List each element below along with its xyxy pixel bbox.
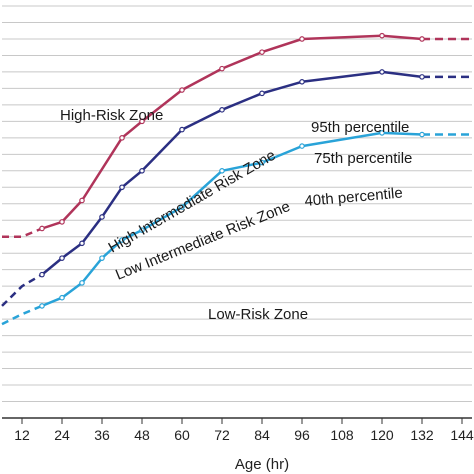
data-point [179, 126, 185, 133]
data-point [419, 36, 425, 42]
low-risk-zone-label: Low-Risk Zone [208, 306, 308, 323]
data-point [139, 118, 145, 125]
data-point [39, 225, 45, 232]
data-point [419, 74, 425, 80]
data-point [79, 280, 85, 286]
series-label-p95: 95th percentile [311, 119, 409, 136]
x-axis-title: Age (hr) [235, 456, 289, 473]
x-tick-label: 96 [294, 427, 310, 443]
percentile-series [1, 32, 472, 326]
data-point [59, 255, 65, 261]
x-axis: 12 24 36 48 60 72 84 96 108 120 132 144 [2, 417, 474, 443]
data-point [139, 227, 145, 233]
grid-lines [2, 5, 472, 403]
series-p40 [1, 130, 472, 326]
x-tick-label: 144 [450, 427, 474, 443]
series-dashed-lead [2, 227, 43, 238]
x-tick-label: 84 [254, 427, 270, 443]
series-label-p75: 75th percentile [314, 150, 412, 167]
series-line [41, 131, 423, 308]
data-point [379, 32, 385, 39]
data-point [259, 90, 265, 97]
x-tick-label: 24 [54, 427, 70, 443]
data-point [139, 168, 145, 174]
series-p75 [1, 69, 472, 307]
x-tick-label: 48 [134, 427, 150, 443]
data-point [299, 79, 305, 85]
data-point [39, 271, 45, 278]
data-point [299, 143, 305, 149]
data-point [219, 168, 225, 174]
series-dashed-lead [1, 273, 43, 307]
series-label-p40: 40th percentile [304, 184, 404, 210]
data-point [379, 69, 385, 75]
data-point [59, 294, 65, 301]
data-point [59, 219, 65, 225]
data-point [259, 159, 265, 166]
high-risk-zone-label: High-Risk Zone [60, 107, 163, 124]
data-point [259, 49, 265, 55]
series-dashed-lead [1, 304, 43, 326]
data-point [79, 197, 85, 204]
data-point [99, 214, 105, 220]
data-point [299, 36, 305, 42]
x-tick-label: 72 [214, 427, 230, 443]
x-tick-label: 132 [410, 427, 434, 443]
data-point [179, 204, 185, 210]
data-point [119, 184, 125, 191]
x-tick-label: 36 [94, 427, 110, 443]
data-point [39, 303, 45, 309]
data-point [119, 135, 125, 141]
x-tick-label: 108 [330, 427, 354, 443]
data-point [419, 131, 425, 138]
data-point [219, 65, 225, 72]
series-line [41, 70, 423, 276]
data-point [379, 130, 385, 136]
x-tick-label: 120 [370, 427, 394, 443]
data-point [179, 87, 185, 93]
series-p95 [2, 32, 472, 238]
data-point [219, 107, 225, 113]
x-tick-label: 12 [14, 427, 30, 443]
data-point [79, 240, 85, 247]
data-point [119, 237, 125, 243]
data-point [99, 255, 105, 261]
x-tick-label: 60 [174, 427, 190, 443]
